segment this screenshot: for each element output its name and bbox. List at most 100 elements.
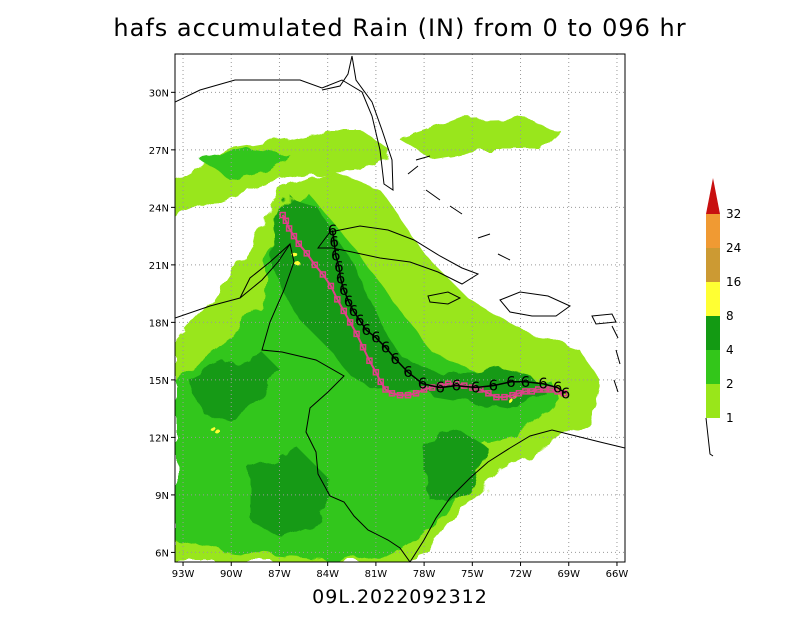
forecast-track-symbol: 6 (561, 384, 571, 402)
observed-track-marker (366, 357, 373, 364)
forecast-track-symbol: 6 (331, 246, 341, 264)
observed-track-marker (485, 390, 492, 397)
observed-track-marker (319, 271, 327, 278)
latitude-tick-label: 6N (155, 548, 169, 559)
observed-track-marker (334, 296, 341, 303)
forecast-track-symbol: 6 (381, 338, 391, 356)
longitude-tick-label: 84W (316, 569, 339, 580)
longitude-tick-label: 75W (461, 569, 484, 580)
observed-track-marker (382, 386, 389, 393)
coastline-jamaica (427, 291, 462, 305)
observed-track-marker (290, 232, 298, 240)
colorbar-segment (706, 248, 720, 282)
colorbar-label: 4 (726, 343, 734, 357)
map-frame (174, 53, 626, 563)
colorbar-segment (706, 214, 720, 248)
latitude-tick-label: 24N (149, 203, 169, 214)
forecast-track-line (331, 230, 566, 394)
colorbar-label: 1 (726, 411, 734, 425)
forecast-track-symbol: 6 (344, 292, 354, 310)
latitude-tick-label: 30N (149, 88, 169, 99)
coastline-lesser-antilles (611, 325, 621, 393)
latitude-tick-label: 18N (149, 318, 169, 329)
observed-track-marker (534, 386, 542, 393)
coastline-puerto-rico (591, 313, 617, 325)
latitude-tick-label: 9N (155, 491, 169, 502)
forecast-track-symbol: 6 (538, 375, 548, 393)
colorbar-top-triangle (706, 178, 720, 214)
coastline-south-america (409, 429, 625, 562)
observed-track-marker (501, 393, 508, 401)
coastline-hispaniola (499, 291, 571, 317)
latitude-tick-label: 15N (149, 376, 169, 387)
forecast-track-symbol: 6 (355, 311, 365, 329)
observed-track-marker (547, 386, 555, 393)
coastline-north-america (175, 55, 394, 191)
forecast-track-symbol: 6 (451, 377, 461, 395)
rainfall-region (400, 118, 560, 158)
forecast-track-symbol: 6 (471, 379, 481, 397)
forecast-track-symbol: 6 (521, 373, 531, 391)
rainfall-field (175, 118, 600, 562)
observed-track-marker (353, 330, 360, 338)
forecast-track-symbol: 6 (336, 269, 346, 287)
observed-track-marker (340, 307, 347, 315)
observed-track-marker (372, 368, 380, 376)
latitude-tick-label: 27N (149, 146, 169, 157)
forecast-track-symbol: 6 (488, 377, 498, 395)
colorbar-label: 16 (726, 275, 741, 289)
latitude-tick-label: 12N (149, 433, 169, 444)
longitude-tick-label: 78W (413, 569, 436, 580)
observed-track-marker (282, 217, 290, 225)
latitude-tick-label: 21N (149, 261, 169, 272)
observed-track-marker (359, 344, 367, 351)
forecast-track-symbol: 6 (403, 363, 413, 381)
forecast-track-symbol: 6 (418, 375, 428, 393)
observed-track-marker (554, 388, 561, 395)
observed-track-marker (420, 386, 428, 393)
forecast-track-symbol: 6 (349, 302, 359, 320)
observed-track-marker (285, 225, 293, 232)
coastline-florida-gulf (321, 55, 353, 91)
observed-track-marker (311, 261, 319, 269)
observed-track-marker (404, 391, 412, 399)
longitude-tick-label: 72W (509, 569, 532, 580)
observed-track-line (281, 214, 565, 399)
forecast-track-symbol: 6 (334, 258, 344, 276)
observed-track-marker (493, 393, 500, 401)
observed-track-marker (528, 388, 536, 395)
longitude-tick-label: 93W (172, 569, 195, 580)
coastline-central-america (175, 242, 411, 562)
rainfall-region (175, 130, 390, 220)
forecast-track-symbol: 6 (435, 379, 445, 397)
observed-track-markers (279, 211, 568, 401)
forecast-track-symbol: 6 (390, 350, 400, 368)
colorbar-segment (706, 384, 720, 418)
coastline-yucatan-north (239, 243, 291, 299)
coastlines (175, 55, 625, 562)
observed-track-marker (388, 390, 396, 397)
map-gridlines (175, 54, 625, 562)
storm-id-label: 09L.2022092312 (312, 586, 488, 608)
rainfall-spot-8in (293, 259, 299, 265)
longitude-tick-label: 81W (365, 569, 388, 580)
rainfall-spot-8in (209, 425, 215, 431)
observed-track-marker (377, 378, 384, 386)
longitude-tick-label: 87W (268, 569, 291, 580)
coastline-cuba (317, 225, 480, 285)
observed-track-marker (279, 211, 286, 219)
colorbar-label: 8 (726, 309, 734, 323)
forecast-track-symbol: 6 (371, 329, 381, 347)
observed-track-marker (509, 391, 516, 399)
forecast-track-symbol: 6 (329, 233, 339, 251)
observed-track-marker (541, 386, 548, 393)
forecast-track-symbol: 6 (339, 281, 349, 299)
colorbar-label: 32 (726, 207, 741, 221)
observed-track-marker (522, 388, 529, 395)
chart-title: hafs accumulated Rain (IN) from 0 to 096… (113, 14, 687, 42)
rainfall-region (200, 150, 290, 180)
colorbar-segment (706, 316, 720, 350)
